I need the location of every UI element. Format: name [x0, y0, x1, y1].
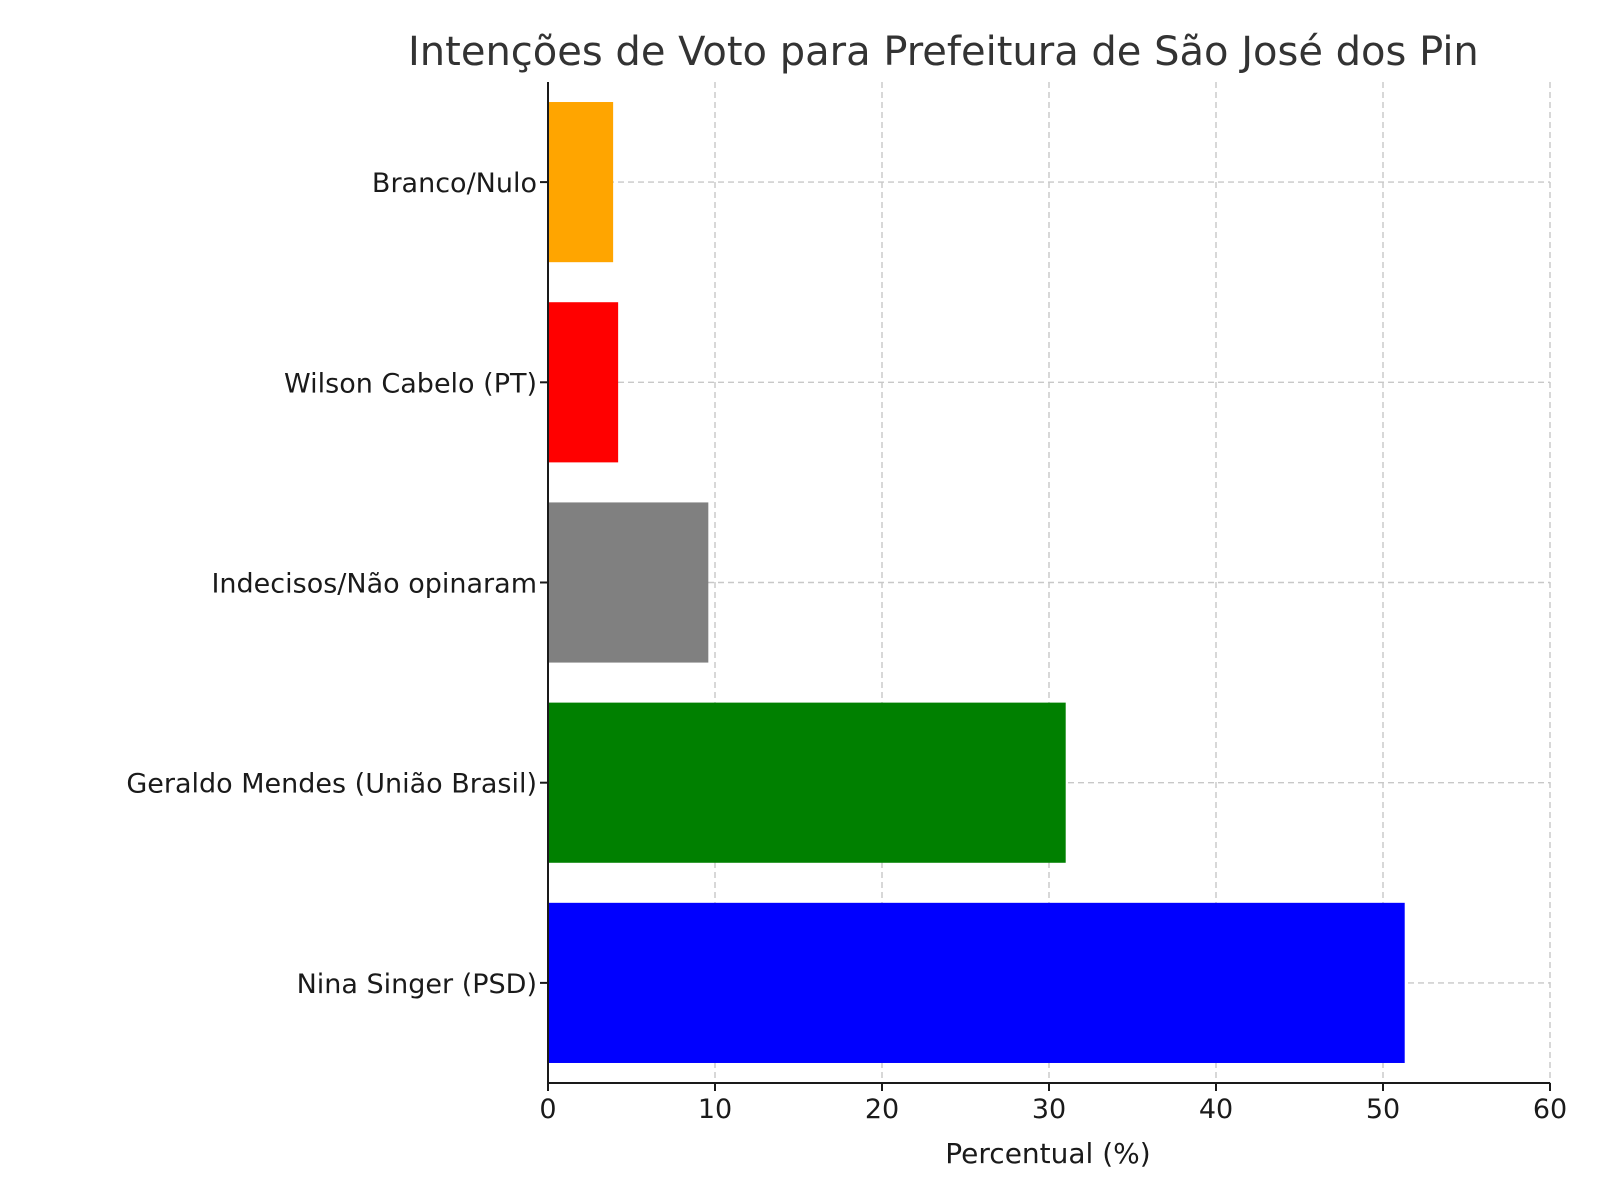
x-tick-label: 50 — [1366, 1094, 1400, 1125]
category-label: Indecisos/Não opinaram — [211, 569, 537, 600]
x-tick-label: 20 — [865, 1094, 899, 1125]
bar-1 — [548, 702, 1066, 863]
category-label: Wilson Cabelo (PT) — [284, 368, 537, 399]
bar-2 — [548, 502, 709, 663]
chart-title: Intenções de Voto para Prefeitura de São… — [408, 29, 1479, 75]
bar-0 — [548, 902, 1405, 1063]
y-axis-ticks: Nina Singer (PSD) Geraldo Mendes (União B… — [126, 168, 548, 1000]
bars — [548, 102, 1405, 1063]
x-axis-ticks: 0 10 20 30 40 50 60 — [539, 1083, 1567, 1125]
category-label: Branco/Nulo — [372, 168, 537, 199]
x-tick-label: 40 — [1199, 1094, 1233, 1125]
x-tick-label: 30 — [1032, 1094, 1066, 1125]
bar-4 — [548, 102, 614, 263]
category-label: Geraldo Mendes (União Brasil) — [126, 769, 537, 800]
x-axis-label: Percentual (%) — [945, 1137, 1150, 1170]
category-label: Nina Singer (PSD) — [297, 969, 537, 1000]
x-tick-label: 10 — [698, 1094, 732, 1125]
x-tick-label: 0 — [539, 1094, 556, 1125]
x-tick-label: 60 — [1533, 1094, 1567, 1125]
bar-3 — [548, 302, 619, 463]
